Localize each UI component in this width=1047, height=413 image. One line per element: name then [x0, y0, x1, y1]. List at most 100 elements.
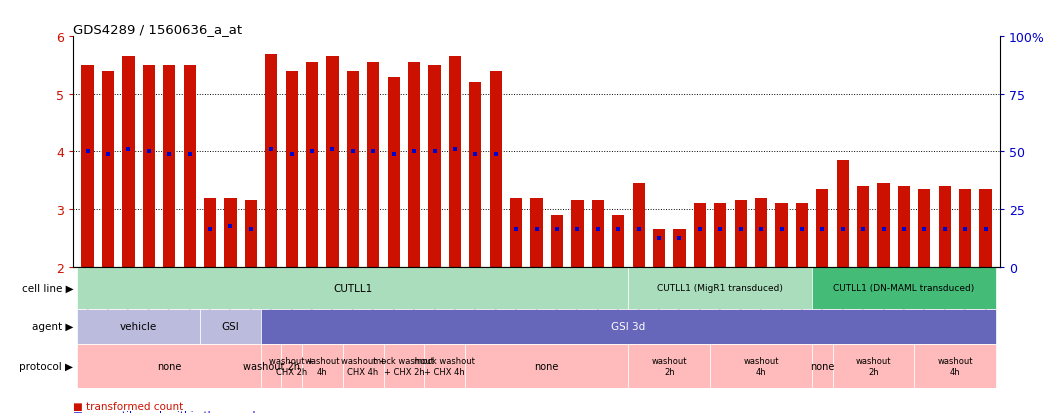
Point: [977, 226, 994, 233]
Bar: [653, 230, 665, 267]
Bar: [490, 71, 502, 267]
Bar: [551, 215, 563, 267]
Bar: [428, 66, 441, 267]
Bar: [449, 57, 461, 267]
Point: [222, 223, 239, 230]
Text: washout 2h: washout 2h: [243, 361, 299, 371]
Bar: [832, 344, 914, 388]
Point: [875, 226, 892, 233]
Bar: [265, 55, 277, 267]
Bar: [857, 187, 869, 267]
Point: [609, 226, 626, 233]
Point: [325, 146, 341, 152]
Point: [202, 226, 219, 233]
Text: none: none: [157, 361, 181, 371]
Text: washout
4h: washout 4h: [937, 356, 973, 376]
Bar: [122, 57, 134, 267]
Point: [712, 226, 729, 233]
Bar: [327, 57, 338, 267]
Bar: [424, 344, 465, 388]
Text: ■ transformed count: ■ transformed count: [73, 401, 183, 411]
Text: agent ▶: agent ▶: [32, 322, 73, 332]
Bar: [387, 77, 400, 267]
Point: [936, 226, 953, 233]
Bar: [347, 71, 359, 267]
Point: [854, 226, 871, 233]
Bar: [286, 71, 297, 267]
Point: [650, 235, 667, 242]
Bar: [261, 309, 996, 344]
Text: CUTLL1 (MigR1 transduced): CUTLL1 (MigR1 transduced): [658, 283, 783, 292]
Point: [794, 226, 810, 233]
Bar: [914, 344, 996, 388]
Bar: [673, 230, 686, 267]
Bar: [796, 204, 808, 267]
Point: [263, 146, 280, 152]
Point: [447, 146, 464, 152]
Bar: [817, 190, 828, 267]
Bar: [367, 63, 379, 267]
Bar: [163, 66, 175, 267]
Text: mock washout
+ CHX 2h: mock washout + CHX 2h: [374, 356, 435, 376]
Point: [508, 226, 525, 233]
Point: [80, 149, 96, 155]
Point: [814, 226, 830, 233]
Point: [426, 149, 443, 155]
Point: [569, 226, 585, 233]
Bar: [383, 344, 424, 388]
Bar: [204, 198, 216, 267]
Bar: [812, 344, 832, 388]
Point: [467, 152, 484, 158]
Point: [284, 152, 300, 158]
Text: mock washout
+ CHX 4h: mock washout + CHX 4h: [415, 356, 475, 376]
Bar: [632, 184, 645, 267]
Point: [957, 226, 974, 233]
Bar: [183, 66, 196, 267]
Bar: [82, 66, 93, 267]
Bar: [628, 267, 812, 309]
Point: [589, 226, 606, 233]
Text: washout +
CHX 4h: washout + CHX 4h: [340, 356, 385, 376]
Text: CUTLL1 (DN-MAML transduced): CUTLL1 (DN-MAML transduced): [833, 283, 975, 292]
Text: washout
2h: washout 2h: [855, 356, 891, 376]
Point: [365, 149, 382, 155]
Bar: [306, 63, 318, 267]
Bar: [959, 190, 972, 267]
Point: [671, 235, 688, 242]
Text: ■ percentile rank within the sample: ■ percentile rank within the sample: [73, 411, 262, 413]
Bar: [710, 344, 812, 388]
Bar: [245, 201, 257, 267]
Text: cell line ▶: cell line ▶: [22, 283, 73, 293]
Bar: [77, 309, 200, 344]
Bar: [408, 63, 420, 267]
Point: [385, 152, 402, 158]
Text: washout
2h: washout 2h: [651, 356, 687, 376]
Bar: [755, 198, 767, 267]
Bar: [714, 204, 727, 267]
Text: washout +
CHX 2h: washout + CHX 2h: [269, 356, 314, 376]
Point: [895, 226, 912, 233]
Bar: [510, 198, 522, 267]
Bar: [102, 71, 114, 267]
Bar: [918, 190, 931, 267]
Text: protocol ▶: protocol ▶: [20, 361, 73, 371]
Text: none: none: [535, 361, 559, 371]
Bar: [628, 344, 710, 388]
Text: GDS4289 / 1560636_a_at: GDS4289 / 1560636_a_at: [73, 23, 243, 36]
Text: none: none: [810, 361, 834, 371]
Bar: [531, 198, 542, 267]
Bar: [282, 344, 302, 388]
Point: [834, 226, 851, 233]
Point: [99, 152, 116, 158]
Point: [732, 226, 749, 233]
Bar: [776, 204, 787, 267]
Bar: [142, 66, 155, 267]
Bar: [812, 267, 996, 309]
Point: [916, 226, 933, 233]
Bar: [694, 204, 706, 267]
Point: [488, 152, 505, 158]
Bar: [261, 344, 282, 388]
Bar: [572, 201, 583, 267]
Point: [691, 226, 708, 233]
Bar: [837, 161, 849, 267]
